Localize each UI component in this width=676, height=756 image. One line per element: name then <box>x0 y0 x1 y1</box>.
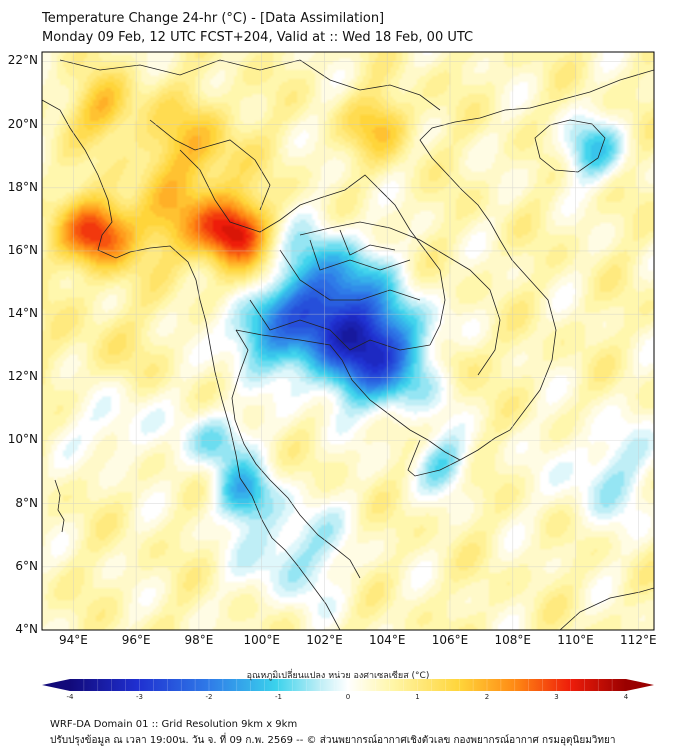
coastline-borders <box>42 59 654 630</box>
lon-tick-label: 106°E <box>431 633 469 647</box>
andaman-islands <box>54 479 65 533</box>
lat-tick-label: 10°N <box>7 432 38 447</box>
colorbar-tick-label: -1 <box>275 693 282 701</box>
lon-tick-label: 108°E <box>494 633 532 647</box>
lon-tick-label: 102°E <box>306 633 343 647</box>
colorbar-tick-label: 4 <box>623 693 629 701</box>
colorbar-tick-label: -4 <box>66 693 74 701</box>
colorbar <box>42 679 654 691</box>
coastline-peninsula <box>239 477 341 630</box>
chart-title: Temperature Change 24-hr (°C) - [Data As… <box>42 11 385 26</box>
lon-tick-label: 94°E <box>58 633 88 647</box>
colorbar-label: อุณหภูมิเปลี่ยนแปลง หน่วย องศาเซลเซียส (… <box>246 671 430 681</box>
plot-frame <box>41 51 655 631</box>
temperature-change-field <box>42 52 654 630</box>
chart-subtitle: Monday 09 Feb, 12 UTC FCST+204, Valid at… <box>42 30 474 45</box>
lat-tick-label: 12°N <box>7 369 38 384</box>
lat-tick-label: 14°N <box>7 306 38 321</box>
colorbar-tick-label: 0 <box>345 693 351 701</box>
border-internal-5 <box>339 229 396 256</box>
footer-credit: ปรับปรุงข้อมูล ณ เวลา 19:00น. วัน จ. ที่… <box>50 735 616 746</box>
lon-tick-label: 110°E <box>557 633 594 647</box>
border-myanmar-thailand <box>179 149 446 346</box>
borneo-coast <box>559 587 654 630</box>
grid-lines <box>42 52 654 630</box>
coastline-gulf-thailand <box>235 69 654 461</box>
colorbar-body <box>70 679 626 691</box>
colorbar-min-extend <box>42 679 70 691</box>
colorbar-tick-label: 2 <box>484 693 490 701</box>
coastline-hainan <box>534 119 606 173</box>
coastline-vietnam-south <box>407 439 461 477</box>
lat-tick-label: 18°N <box>7 179 38 194</box>
border-laos-cambodia <box>299 221 501 376</box>
lon-tick-label: 98°E <box>184 633 214 647</box>
lat-tick-label: 8°N <box>15 495 38 510</box>
border-internal-4 <box>309 239 411 271</box>
lon-tick-label: 96°E <box>121 633 151 647</box>
border-china <box>59 59 441 111</box>
border-internal-2 <box>279 249 421 301</box>
colorbar-tick-label: 1 <box>415 693 420 701</box>
border-internal-1 <box>149 119 271 211</box>
colorbar-tick-label: 3 <box>554 693 559 701</box>
lat-tick-label: 4°N <box>15 622 38 636</box>
lat-tick-label: 16°N <box>7 242 38 257</box>
colorbar-tick-label: -2 <box>205 693 213 701</box>
lon-tick-label: 104°E <box>368 633 406 647</box>
lon-tick-label: 100°E <box>243 633 280 647</box>
lon-tick-label: 112°E <box>620 633 657 647</box>
colorbar-max-extend <box>626 679 654 691</box>
lat-tick-label: 20°N <box>7 116 38 131</box>
footer-model-info: WRF-DA Domain 01 :: Grid Resolution 9km … <box>50 719 298 730</box>
border-internal-3 <box>249 299 431 351</box>
lat-tick-label: 6°N <box>15 558 38 573</box>
coastline-myanmar-west <box>42 99 241 479</box>
colorbar-tick-label: -3 <box>136 693 143 701</box>
lat-tick-label: 22°N <box>7 53 38 68</box>
coastline-peninsula-east <box>231 329 361 579</box>
